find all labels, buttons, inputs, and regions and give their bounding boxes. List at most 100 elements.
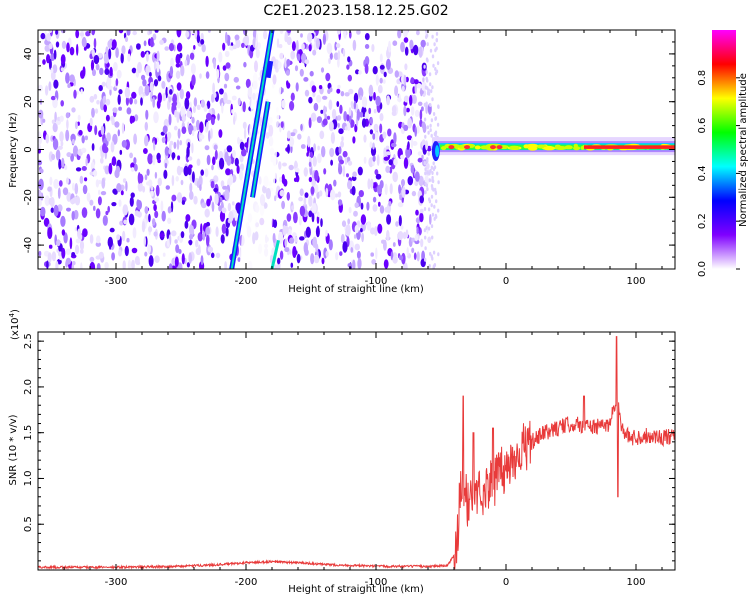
noise-blob — [142, 79, 147, 87]
noise-blob — [162, 92, 166, 102]
noise-blob — [403, 124, 409, 131]
noise-blob — [184, 97, 190, 110]
noise-blob — [171, 194, 177, 202]
noise-blob — [393, 132, 397, 145]
noise-blob — [356, 108, 361, 121]
noise-blob — [168, 148, 172, 155]
noise-blob — [289, 249, 292, 255]
noise-blob — [372, 66, 378, 75]
noise-blob — [418, 175, 424, 187]
noise-blob — [94, 125, 98, 136]
noise-blob — [425, 30, 428, 33]
noise-blob — [317, 145, 320, 151]
noise-blob — [185, 30, 190, 38]
noise-blob — [167, 131, 172, 139]
noise-blob — [304, 89, 310, 97]
spectrogram-y-tick-label: -20 — [23, 189, 34, 205]
noise-blob — [412, 141, 418, 146]
noise-blob — [193, 97, 198, 107]
noise-blob — [59, 115, 64, 122]
noise-blob — [382, 131, 387, 139]
noise-blob — [299, 188, 304, 196]
noise-blob — [348, 88, 354, 95]
noise-blob — [210, 180, 215, 189]
noise-blob — [239, 141, 245, 151]
noise-blob — [197, 232, 203, 242]
noise-blob — [234, 157, 239, 167]
noise-blob — [125, 96, 129, 106]
snr-x-tick-label: -300 — [105, 577, 128, 588]
noise-blob — [429, 82, 432, 87]
band-onset-core — [435, 145, 440, 158]
noise-blob — [133, 157, 137, 165]
noise-blob — [319, 130, 325, 140]
noise-blob — [277, 257, 281, 265]
noise-blob — [335, 252, 339, 261]
noise-blob — [352, 259, 356, 269]
noise-blob — [424, 167, 427, 172]
noise-blob — [106, 62, 110, 68]
noise-blob — [176, 165, 182, 176]
noise-blob — [357, 257, 362, 269]
noise-blob — [55, 149, 61, 161]
noise-blob — [350, 101, 354, 107]
noise-blob — [424, 257, 427, 262]
noise-blob — [60, 54, 66, 65]
noise-blob — [347, 160, 353, 166]
noise-blob — [386, 229, 390, 241]
noise-blob — [126, 107, 132, 115]
noise-blob — [294, 161, 298, 169]
noise-blob — [405, 147, 411, 159]
noise-blob — [128, 213, 135, 226]
noise-blob — [310, 186, 315, 195]
noise-blob — [325, 187, 329, 198]
noise-blob — [274, 264, 278, 269]
noise-blob — [119, 220, 124, 226]
noise-blob — [148, 179, 153, 187]
noise-blob — [388, 200, 392, 207]
noise-blob — [284, 31, 289, 43]
noise-blob — [93, 205, 96, 211]
noise-blob — [109, 88, 112, 96]
noise-blob — [309, 151, 314, 159]
noise-blob — [124, 36, 129, 43]
noise-blob — [112, 107, 118, 113]
noise-blob — [66, 42, 70, 53]
noise-blob — [431, 179, 435, 184]
noise-blob — [298, 215, 302, 226]
noise-blob — [199, 121, 204, 133]
noise-blob — [325, 250, 329, 257]
noise-blob — [424, 246, 427, 251]
noise-blob — [153, 111, 159, 124]
snr-background — [38, 332, 675, 570]
noise-blob — [338, 146, 342, 155]
noise-blob — [191, 116, 195, 124]
noise-blob — [79, 240, 85, 251]
noise-blob — [150, 90, 153, 102]
noise-blob — [214, 193, 219, 205]
noise-blob — [338, 162, 341, 170]
noise-blob — [214, 149, 218, 160]
noise-blob — [310, 112, 317, 122]
noise-blob — [131, 259, 135, 269]
noise-blob — [382, 79, 386, 84]
noise-blob — [379, 113, 384, 122]
noise-blob — [419, 195, 425, 204]
colorbar-tick-label: 0.2 — [697, 213, 708, 229]
noise-blob — [46, 33, 51, 42]
spectrogram-x-ticks: -300 -200 -100 0 100 — [37, 30, 663, 287]
noise-blob — [311, 203, 317, 214]
noise-blob — [392, 40, 398, 46]
noise-blob — [137, 181, 143, 192]
noise-blob — [346, 64, 350, 70]
noise-blob — [130, 192, 135, 198]
noise-blob — [154, 137, 158, 145]
noise-blob — [104, 261, 109, 269]
noise-blob — [189, 52, 195, 60]
noise-blob — [298, 196, 303, 202]
noise-blob — [154, 255, 160, 263]
noise-blob — [311, 212, 315, 223]
noise-blob — [115, 78, 119, 87]
noise-blob — [285, 70, 290, 76]
noise-blob — [339, 104, 343, 115]
